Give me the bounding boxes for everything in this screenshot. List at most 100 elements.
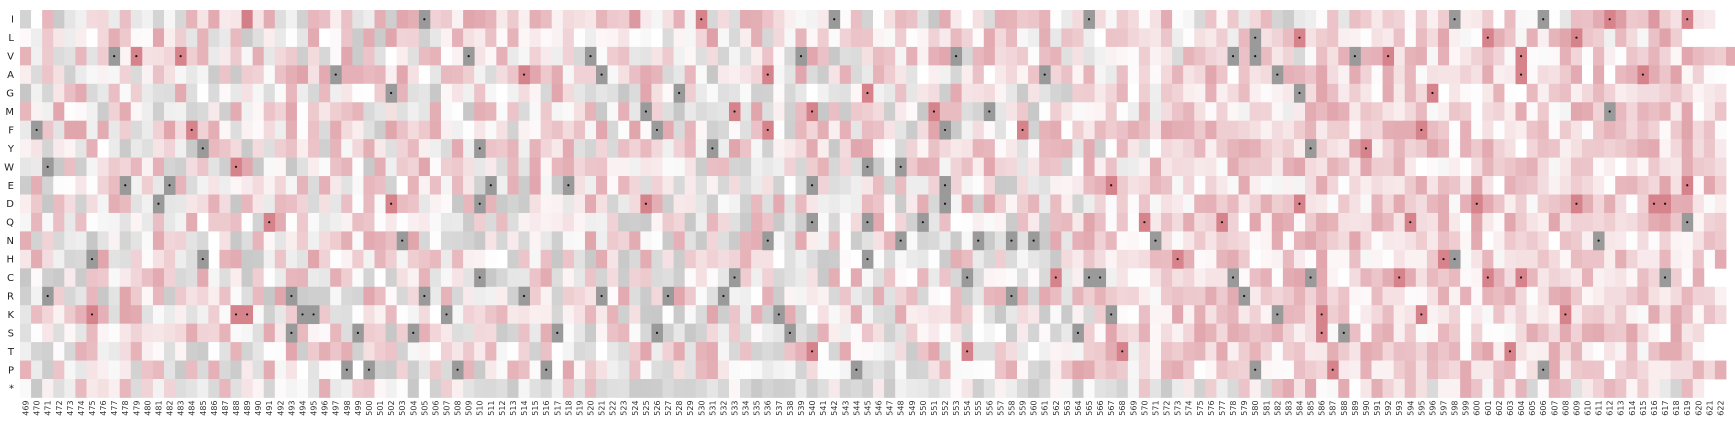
cell-w-568 xyxy=(1116,157,1129,177)
cell-k-615 xyxy=(1637,305,1649,325)
cell-k-561 xyxy=(1039,305,1051,325)
cell-c-616 xyxy=(1648,268,1660,288)
cell-m-597 xyxy=(1437,102,1450,122)
cell-h-544 xyxy=(850,249,863,269)
cell-f-514 xyxy=(518,120,530,140)
cell-y-593 xyxy=(1393,139,1406,158)
cell-f-592 xyxy=(1382,120,1395,140)
cell-a-568 xyxy=(1116,65,1129,85)
cell-p-607 xyxy=(1548,360,1561,380)
cell-g-620 xyxy=(1692,83,1705,103)
cell-h-499 xyxy=(352,249,364,269)
cell-s-536 xyxy=(762,323,774,343)
cell-w-607 xyxy=(1548,157,1561,177)
col-label-481: 481 xyxy=(154,400,163,415)
cell-e-605 xyxy=(1526,176,1539,195)
cell-v-588 xyxy=(1338,46,1350,66)
cell-stop-490 xyxy=(252,379,265,398)
cell-d-477 xyxy=(108,194,121,214)
cell-f-561 xyxy=(1039,120,1051,140)
cell-p-535 xyxy=(751,360,763,380)
cell-h-525 xyxy=(640,249,652,269)
cell-l-480 xyxy=(141,28,154,48)
col-label-599: 599 xyxy=(1462,400,1471,415)
cell-p-601 xyxy=(1482,360,1494,380)
cell-i-558 xyxy=(1005,10,1018,29)
cell-y-601 xyxy=(1482,139,1494,158)
cell-stop-559 xyxy=(1017,379,1029,398)
cell-l-543 xyxy=(839,28,852,48)
cell-f-620 xyxy=(1692,120,1705,140)
cell-q-593 xyxy=(1393,212,1406,232)
cell-q-477 xyxy=(108,212,121,232)
cell-a-474 xyxy=(75,65,87,85)
cell-g-561 xyxy=(1039,83,1051,103)
col-label-562: 562 xyxy=(1052,400,1061,415)
cell-v-478 xyxy=(119,46,132,66)
cell-stop-604 xyxy=(1515,379,1527,398)
cell-v-609 xyxy=(1570,46,1583,66)
cell-p-519 xyxy=(573,360,586,380)
cell-l-579 xyxy=(1238,28,1251,48)
cell-g-558 xyxy=(1005,83,1018,103)
cell-s-515 xyxy=(529,323,542,343)
cell-i-592 xyxy=(1382,10,1395,29)
cell-g-536 xyxy=(762,83,774,103)
cell-e-481 xyxy=(152,176,165,195)
cell-stop-611 xyxy=(1593,379,1605,398)
cell-e-566 xyxy=(1094,176,1107,195)
cell-a-510 xyxy=(474,65,486,85)
cell-n-473 xyxy=(64,231,76,251)
cell-g-573 xyxy=(1172,83,1184,103)
cell-c-520 xyxy=(584,268,597,288)
cell-g-607 xyxy=(1548,83,1561,103)
cell-q-555 xyxy=(972,212,985,232)
cell-q-546 xyxy=(873,212,885,232)
cell-m-537 xyxy=(773,102,785,122)
cell-e-592 xyxy=(1382,176,1395,195)
row-label-p: P xyxy=(8,365,14,376)
cell-y-553 xyxy=(950,139,963,158)
cell-p-483 xyxy=(175,360,187,380)
cell-i-538 xyxy=(784,10,796,29)
cell-i-515 xyxy=(529,10,542,29)
cell-y-610 xyxy=(1581,139,1594,158)
cell-t-595 xyxy=(1415,342,1428,361)
cell-n-583 xyxy=(1282,231,1295,251)
cell-k-514 xyxy=(518,305,530,325)
cell-r-577 xyxy=(1216,286,1228,306)
cell-e-597 xyxy=(1437,176,1450,195)
cell-g-488 xyxy=(230,83,242,103)
cell-q-528 xyxy=(673,212,686,232)
cell-k-584 xyxy=(1293,305,1306,325)
cell-i-504 xyxy=(407,10,420,29)
cell-e-525 xyxy=(640,176,652,195)
cell-v-560 xyxy=(1028,46,1040,66)
cell-s-555 xyxy=(972,323,985,343)
wildtype-dot-k-495 xyxy=(312,313,315,316)
cell-h-610 xyxy=(1581,249,1594,269)
cell-f-497 xyxy=(330,120,342,140)
cell-k-487 xyxy=(219,305,231,325)
wildtype-dot-e-482 xyxy=(168,184,171,187)
cell-t-601 xyxy=(1482,342,1494,361)
cell-g-522 xyxy=(607,83,619,103)
cell-h-571 xyxy=(1149,249,1162,269)
cell-q-515 xyxy=(529,212,542,232)
cell-g-547 xyxy=(884,83,896,103)
cell-q-585 xyxy=(1305,212,1317,232)
cell-t-573 xyxy=(1172,342,1184,361)
cell-p-540 xyxy=(806,360,819,380)
cell-g-560 xyxy=(1028,83,1040,103)
cell-k-551 xyxy=(928,305,940,325)
cell-a-539 xyxy=(795,65,807,85)
wildtype-dot-h-597 xyxy=(1442,257,1445,261)
cell-v-507 xyxy=(440,46,453,66)
cell-i-518 xyxy=(562,10,575,29)
col-label-529: 529 xyxy=(686,400,695,415)
cell-f-506 xyxy=(429,120,442,140)
cell-h-479 xyxy=(130,249,143,269)
cell-l-564 xyxy=(1072,28,1084,48)
wildtype-dot-l-609 xyxy=(1575,36,1578,39)
cell-v-497 xyxy=(330,46,342,66)
